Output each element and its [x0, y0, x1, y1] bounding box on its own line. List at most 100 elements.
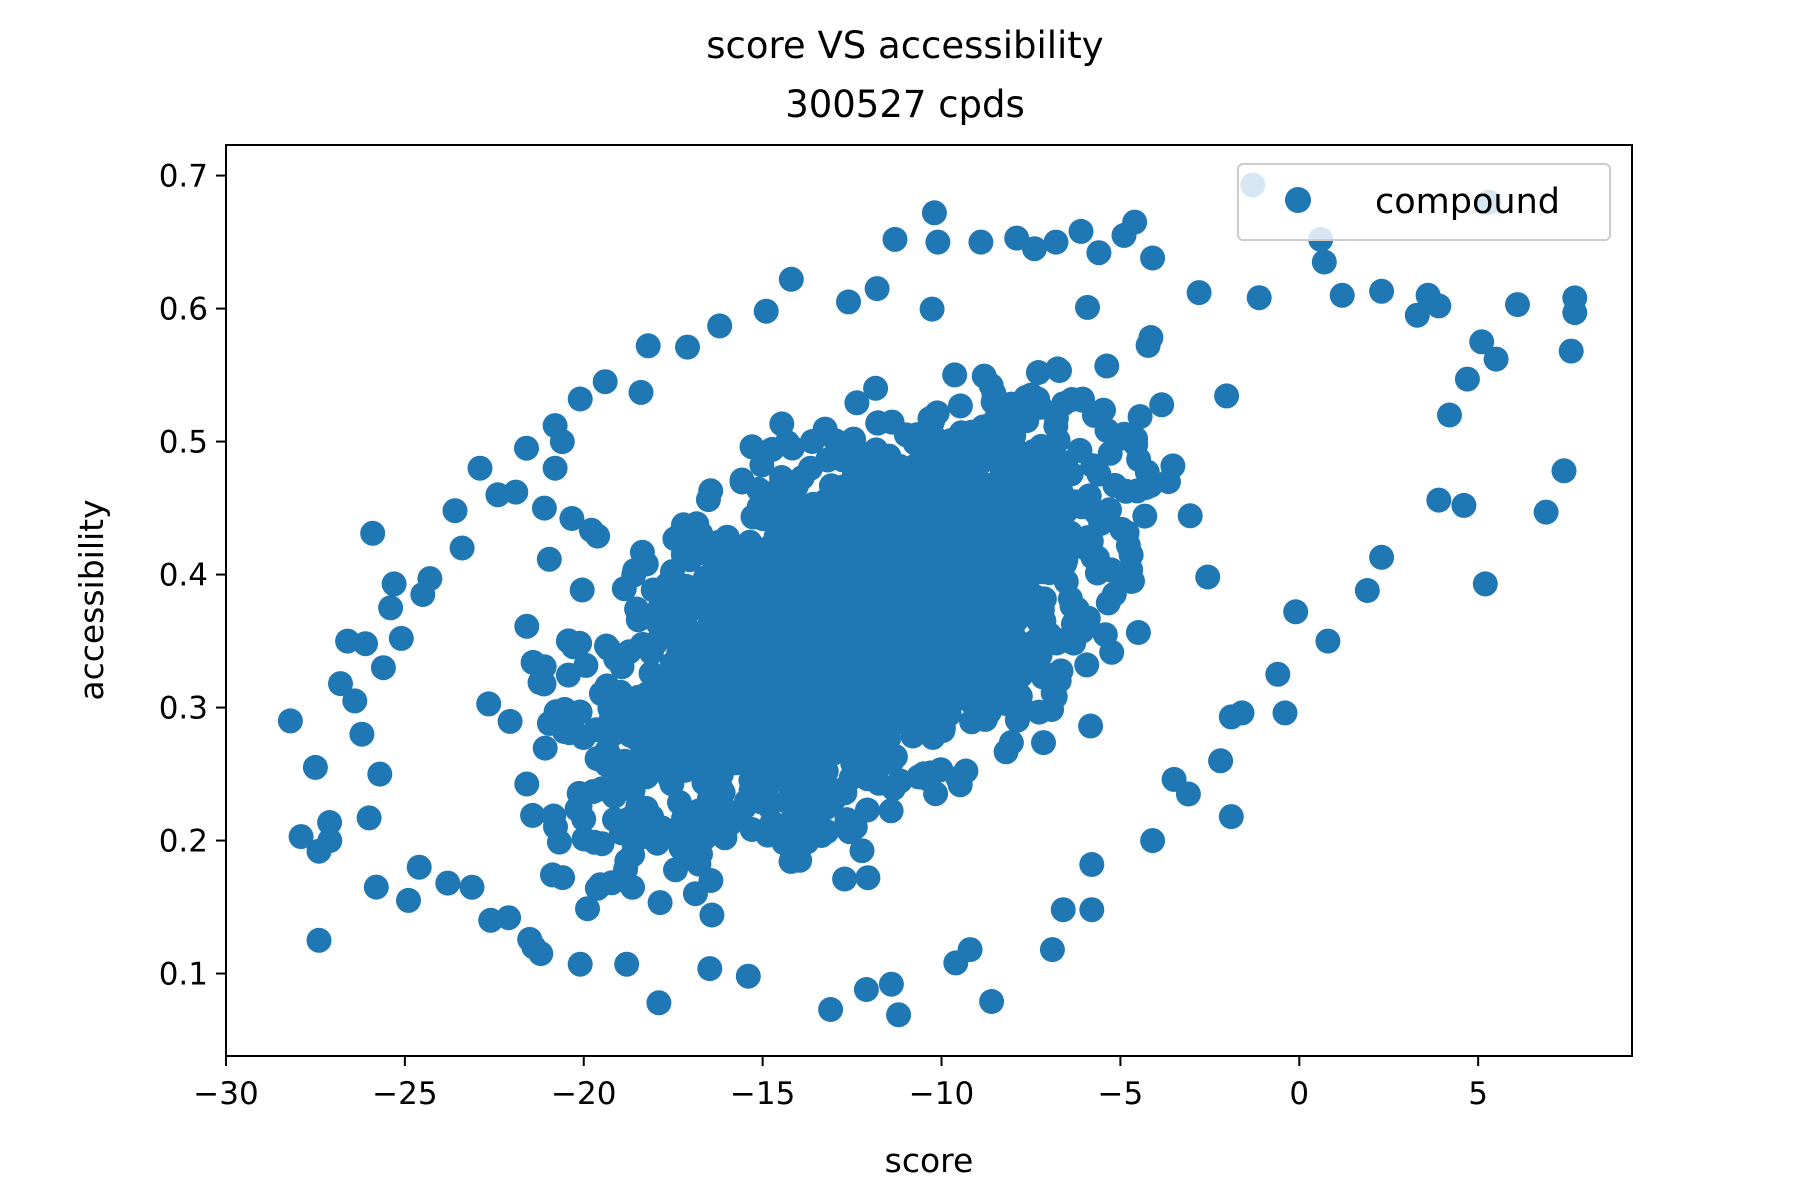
data-point: [699, 902, 725, 928]
data-point: [656, 711, 682, 737]
data-point: [569, 577, 595, 603]
data-point: [981, 628, 1006, 654]
data-point: [930, 687, 955, 713]
data-point: [306, 927, 332, 953]
data-point: [812, 488, 838, 514]
data-point: [1044, 630, 1070, 656]
data-point: [541, 803, 567, 829]
data-point: [834, 545, 860, 571]
data-point: [657, 615, 683, 641]
data-point: [875, 702, 900, 728]
data-point: [584, 746, 610, 772]
data-point: [1028, 433, 1054, 459]
data-point: [497, 708, 523, 734]
x-tick-label: −15: [730, 1076, 795, 1112]
data-point: [567, 386, 593, 412]
data-point: [769, 411, 795, 437]
data-point: [861, 538, 887, 564]
data-point: [657, 766, 683, 792]
data-point: [1024, 528, 1050, 554]
data-point: [582, 829, 607, 855]
data-point: [514, 771, 540, 797]
data-point: [356, 805, 382, 831]
data-point: [578, 517, 604, 543]
data-point: [779, 435, 805, 461]
data-point: [863, 440, 889, 466]
data-point: [288, 824, 314, 850]
data-point: [1469, 329, 1495, 355]
data-point: [1283, 599, 1309, 625]
data-point: [722, 730, 748, 756]
data-point: [1025, 360, 1051, 385]
data-point: [679, 628, 704, 654]
data-point: [642, 745, 668, 771]
data-point: [1094, 417, 1120, 443]
data-point: [536, 546, 562, 572]
data-point: [1208, 748, 1234, 774]
data-point: [734, 788, 759, 814]
data-point: [962, 549, 988, 575]
data-point: [1404, 302, 1430, 328]
data-point: [435, 870, 461, 896]
data-point: [967, 451, 992, 476]
data-point: [949, 529, 975, 555]
data-point: [822, 636, 847, 662]
data-point: [620, 874, 645, 900]
data-point: [1246, 285, 1272, 311]
data-point: [559, 506, 585, 531]
data-point: [1086, 240, 1112, 266]
x-tick-label: −25: [372, 1076, 437, 1112]
data-point: [624, 726, 650, 752]
data-point: [906, 764, 932, 790]
data-point: [766, 607, 792, 632]
data-point: [328, 671, 353, 697]
data-point: [1046, 668, 1072, 694]
data-point: [683, 585, 709, 611]
legend-label-compound: compound: [1375, 182, 1560, 222]
data-point: [527, 670, 553, 695]
data-point: [635, 333, 661, 359]
data-point: [1426, 487, 1452, 513]
data-point: [567, 951, 593, 977]
x-tick-label: −5: [1098, 1076, 1144, 1112]
data-point: [367, 761, 393, 787]
data-point: [1132, 503, 1158, 529]
data-point: [972, 706, 998, 732]
data-point: [1426, 293, 1452, 319]
legend: compound: [1237, 163, 1611, 241]
data-point: [698, 802, 724, 828]
data-point: [854, 797, 880, 823]
data-point: [1075, 294, 1100, 320]
data-point: [905, 422, 930, 448]
data-point: [697, 680, 723, 706]
data-point: [705, 538, 731, 564]
data-point: [1078, 713, 1104, 739]
data-point: [381, 571, 407, 597]
data-point: [1069, 387, 1095, 413]
data-point: [575, 896, 600, 922]
data-point: [1140, 245, 1166, 271]
data-point: [710, 573, 736, 599]
data-point: [1177, 503, 1203, 529]
data-point: [881, 775, 906, 801]
data-point: [697, 956, 723, 982]
data-point: [821, 603, 847, 629]
data-point: [1057, 586, 1083, 612]
data-point: [813, 794, 839, 820]
data-point: [302, 754, 328, 780]
data-point: [646, 990, 672, 1016]
data-point: [1483, 346, 1509, 372]
data-point: [682, 881, 708, 907]
data-point: [878, 971, 904, 997]
x-axis-label: score: [885, 1141, 974, 1180]
data-point: [898, 671, 923, 697]
data-point: [592, 369, 618, 395]
data-point: [864, 276, 890, 302]
data-point: [417, 566, 443, 592]
data-point: [1218, 804, 1244, 830]
data-point: [1437, 402, 1462, 428]
y-axis: 0.1 0.2 0.3 0.4 0.5 0.6 0.7: [159, 159, 226, 993]
data-point: [753, 758, 779, 784]
data-point: [378, 595, 404, 621]
data-point: [849, 838, 875, 864]
